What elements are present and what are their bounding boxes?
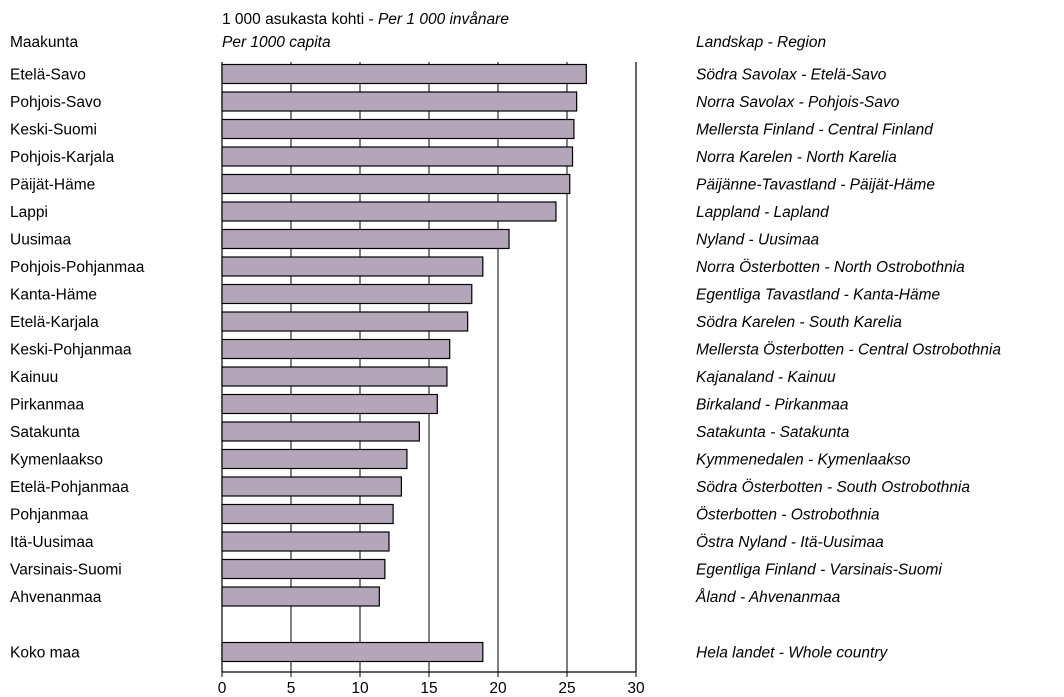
category-label: Etelä-Karjala: [10, 314, 99, 331]
x-axis: 0 5 10 15 20 25 30: [218, 671, 645, 697]
bar: [221, 641, 484, 663]
bar: [221, 173, 571, 195]
category-label: Uusimaa: [10, 232, 72, 249]
bar: [221, 63, 587, 85]
region-label: Kymmenedalen - Kymenlaakso: [696, 452, 911, 469]
x-tick-label: 25: [558, 680, 575, 697]
category-labels: Etelä-Savo Pohjois-Savo Keski-Suomi Pohjois…: [10, 67, 145, 662]
region-label: Nyland - Uusimaa: [696, 232, 820, 249]
region-label: Norra Österbotten - North Ostrobothnia: [696, 258, 965, 276]
region-label: Päijänne-Tavastland - Päijät-Häme: [696, 177, 935, 194]
category-label: Keski-Pohjanmaa: [10, 342, 132, 359]
region-label: Birkaland - Pirkanmaa: [696, 397, 849, 414]
bar: [221, 586, 380, 607]
category-label: Koko maa: [10, 645, 80, 662]
bars: [221, 63, 587, 663]
bar: [221, 338, 451, 360]
x-tick-label: 10: [351, 680, 369, 697]
bar: [221, 91, 578, 112]
bar: [221, 228, 510, 250]
bar: [221, 558, 386, 580]
region-label: Södra Österbotten - South Ostrobothnia: [696, 478, 970, 496]
category-label: Etelä-Savo: [10, 67, 86, 84]
unit-label-line1: 1 000 asukasta kohti - Per 1 000 invånar…: [222, 11, 509, 28]
bar: [221, 393, 438, 415]
bar: [221, 311, 469, 332]
x-tick-label: 0: [218, 680, 227, 697]
region-labels: Södra Savolax - Etelä-Savo Norra Savolax …: [695, 67, 1001, 662]
bar: [221, 256, 484, 277]
left-column-title: Maakunta: [10, 34, 78, 51]
category-label: Keski-Suomi: [10, 122, 97, 139]
region-label: Egentliga Finland - Varsinais-Suomi: [696, 562, 942, 579]
category-label: Ahvenanmaa: [10, 589, 102, 606]
bar: [221, 531, 390, 552]
region-label: Österbotten - Ostrobothnia: [696, 506, 880, 524]
region-label: Östra Nyland - Itä-Uusimaa: [696, 533, 884, 551]
bar: [221, 503, 394, 525]
category-label: Kanta-Häme: [10, 287, 97, 304]
category-label: Varsinais-Suomi: [10, 562, 122, 579]
x-tick-label: 20: [489, 680, 507, 697]
region-label: Lappland - Lapland: [696, 204, 830, 221]
x-tick-label: 15: [420, 680, 437, 697]
region-label: Satakunta - Satakunta: [696, 424, 850, 441]
region-label: Åland - Ahvenanmaa: [695, 589, 841, 606]
bar: [221, 448, 408, 470]
category-label: Pirkanmaa: [10, 397, 84, 414]
region-label: Egentliga Tavastland - Kanta-Häme: [696, 287, 941, 304]
x-tick-label: 30: [627, 680, 645, 697]
category-label: Lappi: [10, 204, 48, 221]
unit-label-line2: Per 1000 capita: [222, 34, 331, 51]
category-label: Pohjois-Karjala: [10, 149, 115, 166]
bar: [221, 201, 557, 222]
region-label: Södra Savolax - Etelä-Savo: [696, 67, 887, 84]
region-label: Mellersta Finland - Central Finland: [696, 122, 934, 139]
region-label: Södra Karelen - South Karelia: [696, 314, 902, 331]
bar: [221, 366, 448, 387]
category-label: Kainuu: [10, 369, 58, 386]
region-label: Norra Savolax - Pohjois-Savo: [696, 94, 900, 111]
bar: [221, 476, 402, 497]
bar: [221, 421, 420, 442]
category-label: Satakunta: [10, 424, 80, 441]
category-label: Pohjois-Savo: [10, 94, 101, 111]
bar: [221, 118, 575, 140]
category-label: Päijät-Häme: [10, 177, 95, 194]
bar: [221, 283, 473, 305]
right-column-title: Landskap - Region: [696, 34, 826, 51]
category-label: Pohjois-Pohjanmaa: [10, 259, 145, 276]
region-label: Norra Karelen - North Karelia: [696, 149, 897, 166]
region-label: Mellersta Österbotten - Central Ostrobot…: [696, 341, 1001, 359]
bar: [221, 146, 574, 167]
category-label: Itä-Uusimaa: [10, 534, 94, 551]
category-label: Pohjanmaa: [10, 507, 89, 524]
region-label: Hela landet - Whole country: [696, 645, 889, 662]
category-label: Etelä-Pohjanmaa: [10, 479, 129, 496]
x-tick-label: 5: [287, 680, 296, 697]
region-label: Kajanaland - Kainuu: [696, 369, 836, 386]
category-label: Kymenlaakso: [10, 452, 103, 469]
